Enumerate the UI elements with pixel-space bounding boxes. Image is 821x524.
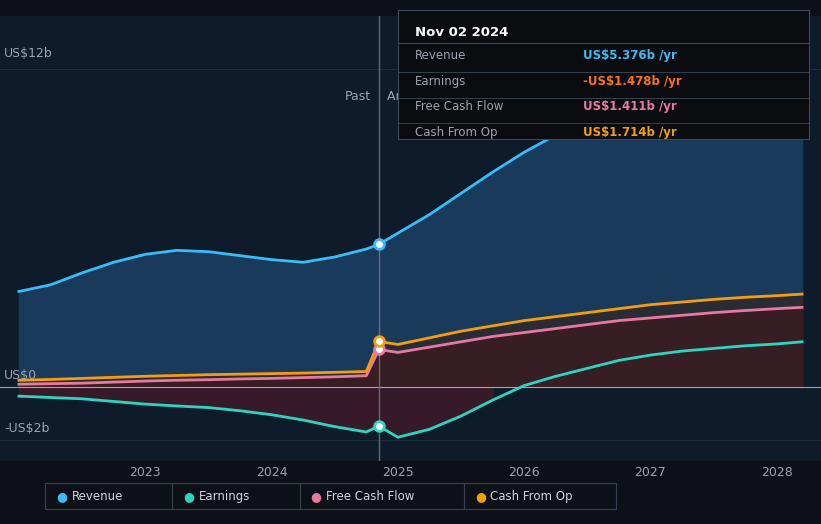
- Text: ●: ●: [183, 490, 195, 503]
- Text: ●: ●: [56, 490, 67, 503]
- Text: Earnings: Earnings: [415, 75, 466, 88]
- Text: Free Cash Flow: Free Cash Flow: [415, 101, 503, 113]
- Text: -US$1.478b /yr: -US$1.478b /yr: [583, 75, 681, 88]
- Text: US$0: US$0: [4, 369, 37, 383]
- Text: Cash From Op: Cash From Op: [490, 490, 572, 503]
- Text: US$1.411b /yr: US$1.411b /yr: [583, 101, 677, 113]
- Text: -US$2b: -US$2b: [4, 422, 49, 435]
- Text: Free Cash Flow: Free Cash Flow: [326, 490, 415, 503]
- Text: Earnings: Earnings: [199, 490, 250, 503]
- Text: Past: Past: [345, 90, 371, 103]
- Text: Cash From Op: Cash From Op: [415, 126, 497, 139]
- Text: Analysts Forecasts: Analysts Forecasts: [388, 90, 503, 103]
- Text: Revenue: Revenue: [415, 49, 466, 62]
- Text: ●: ●: [310, 490, 322, 503]
- Text: US$1.714b /yr: US$1.714b /yr: [583, 126, 677, 139]
- Text: ●: ●: [475, 490, 486, 503]
- Text: US$12b: US$12b: [4, 47, 53, 60]
- Text: Revenue: Revenue: [71, 490, 123, 503]
- Text: Nov 02 2024: Nov 02 2024: [415, 26, 508, 39]
- Text: US$5.376b /yr: US$5.376b /yr: [583, 49, 677, 62]
